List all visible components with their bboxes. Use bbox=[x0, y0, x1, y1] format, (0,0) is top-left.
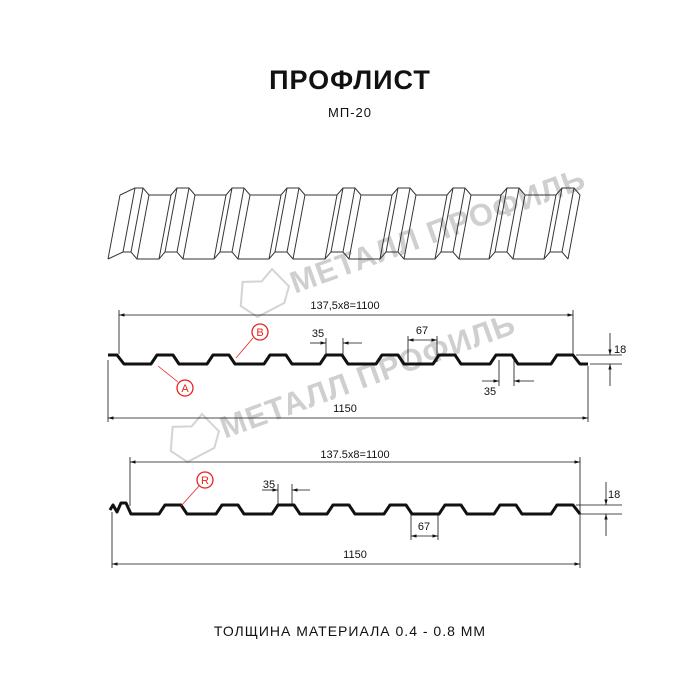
pitch-label: 137,5x8=1100 bbox=[310, 300, 379, 312]
marker-a-circle bbox=[176, 379, 194, 397]
profile-top-drawing bbox=[107, 310, 622, 422]
sheet-fold-line bbox=[286, 187, 300, 253]
sheet-fold-line bbox=[385, 187, 399, 253]
sheet-fold-line bbox=[107, 194, 121, 260]
sheet-3d-view bbox=[107, 187, 581, 260]
height-label: 18 bbox=[608, 489, 620, 501]
sheet-fold-line bbox=[219, 187, 233, 253]
width-label: 1150 bbox=[333, 403, 357, 415]
sheet-fold-line bbox=[397, 187, 411, 253]
sheet-fold-line bbox=[561, 187, 575, 253]
sheet-fold-line bbox=[182, 194, 196, 260]
profile-bottom-line bbox=[108, 501, 582, 516]
sheet-fold-line bbox=[324, 194, 338, 260]
marker-r-circle bbox=[196, 471, 214, 489]
trough-width-label: 35 bbox=[484, 386, 496, 398]
watermark-text: МЕТАЛЛ ПРОФИЛЬ bbox=[285, 161, 590, 301]
watermark-logo-icon bbox=[239, 267, 291, 319]
profile-bottom-drawing bbox=[108, 457, 622, 568]
sheet-fold-line bbox=[379, 194, 393, 260]
sheet-fold-line bbox=[403, 194, 417, 260]
marker-leader bbox=[157, 365, 179, 383]
sheet-fold-line bbox=[488, 194, 502, 260]
sheet-fold-line bbox=[342, 187, 356, 253]
marker-b-circle bbox=[251, 323, 269, 341]
sheet-fold-line bbox=[213, 194, 227, 260]
sheet-fold-line bbox=[512, 194, 526, 260]
sheet-fold-line bbox=[292, 194, 306, 260]
sheet-fold-line bbox=[237, 194, 251, 260]
marker-b: B bbox=[256, 327, 263, 339]
sheet-top-edge bbox=[119, 187, 581, 196]
profile-top-line bbox=[108, 353, 588, 366]
sheet-fold-line bbox=[136, 194, 150, 260]
pitch-label: 137.5x8=1100 bbox=[320, 449, 389, 461]
sheet-fold-line bbox=[231, 187, 245, 253]
crest-width-label: 35 bbox=[263, 479, 275, 491]
sheet-fold-line bbox=[122, 187, 136, 253]
marker-r: R bbox=[201, 475, 209, 487]
sheet-fold-line bbox=[549, 187, 563, 253]
sheet-fold-line bbox=[452, 187, 466, 253]
watermark-2: МЕТАЛЛ ПРОФИЛЬ bbox=[169, 306, 520, 464]
crest-width-label: 35 bbox=[312, 328, 324, 340]
sheet-fold-line bbox=[158, 194, 172, 260]
sheet-fold-line bbox=[274, 187, 288, 253]
sheet-fold-line bbox=[434, 194, 448, 260]
watermark-1: МЕТАЛЛ ПРОФИЛЬ bbox=[239, 161, 590, 319]
sheet-fold-line bbox=[494, 187, 508, 253]
sheet-bottom-edge bbox=[107, 251, 569, 260]
sheet-fold-line bbox=[440, 187, 454, 253]
rib-base-label: 67 bbox=[418, 521, 430, 533]
sheet-fold-line bbox=[348, 194, 362, 260]
marker-a: A bbox=[181, 383, 189, 395]
thickness-note: ТОЛЩИНА МАТЕРИАЛА 0.4 - 0.8 ММ bbox=[214, 623, 486, 639]
marker-leader bbox=[235, 337, 254, 359]
sheet-fold-line bbox=[268, 194, 282, 260]
marker-leader bbox=[180, 485, 200, 507]
page-title: ПРОФЛИСТ bbox=[269, 65, 431, 95]
sheet-fold-line bbox=[567, 194, 581, 260]
height-label: 18 bbox=[614, 344, 626, 356]
rib-base-label: 67 bbox=[416, 325, 428, 337]
sheet-fold-line bbox=[458, 194, 472, 260]
sheet-fold-line bbox=[164, 187, 178, 253]
width-label: 1150 bbox=[343, 549, 367, 561]
sheet-fold-line bbox=[130, 187, 144, 253]
watermark-logo-icon bbox=[169, 412, 221, 464]
model-subtitle: МП-20 bbox=[328, 105, 372, 120]
sheet-fold-line bbox=[176, 187, 190, 253]
sheet-fold-line bbox=[330, 187, 344, 253]
sheet-fold-line bbox=[506, 187, 520, 253]
sheet-fold-line bbox=[543, 194, 557, 260]
